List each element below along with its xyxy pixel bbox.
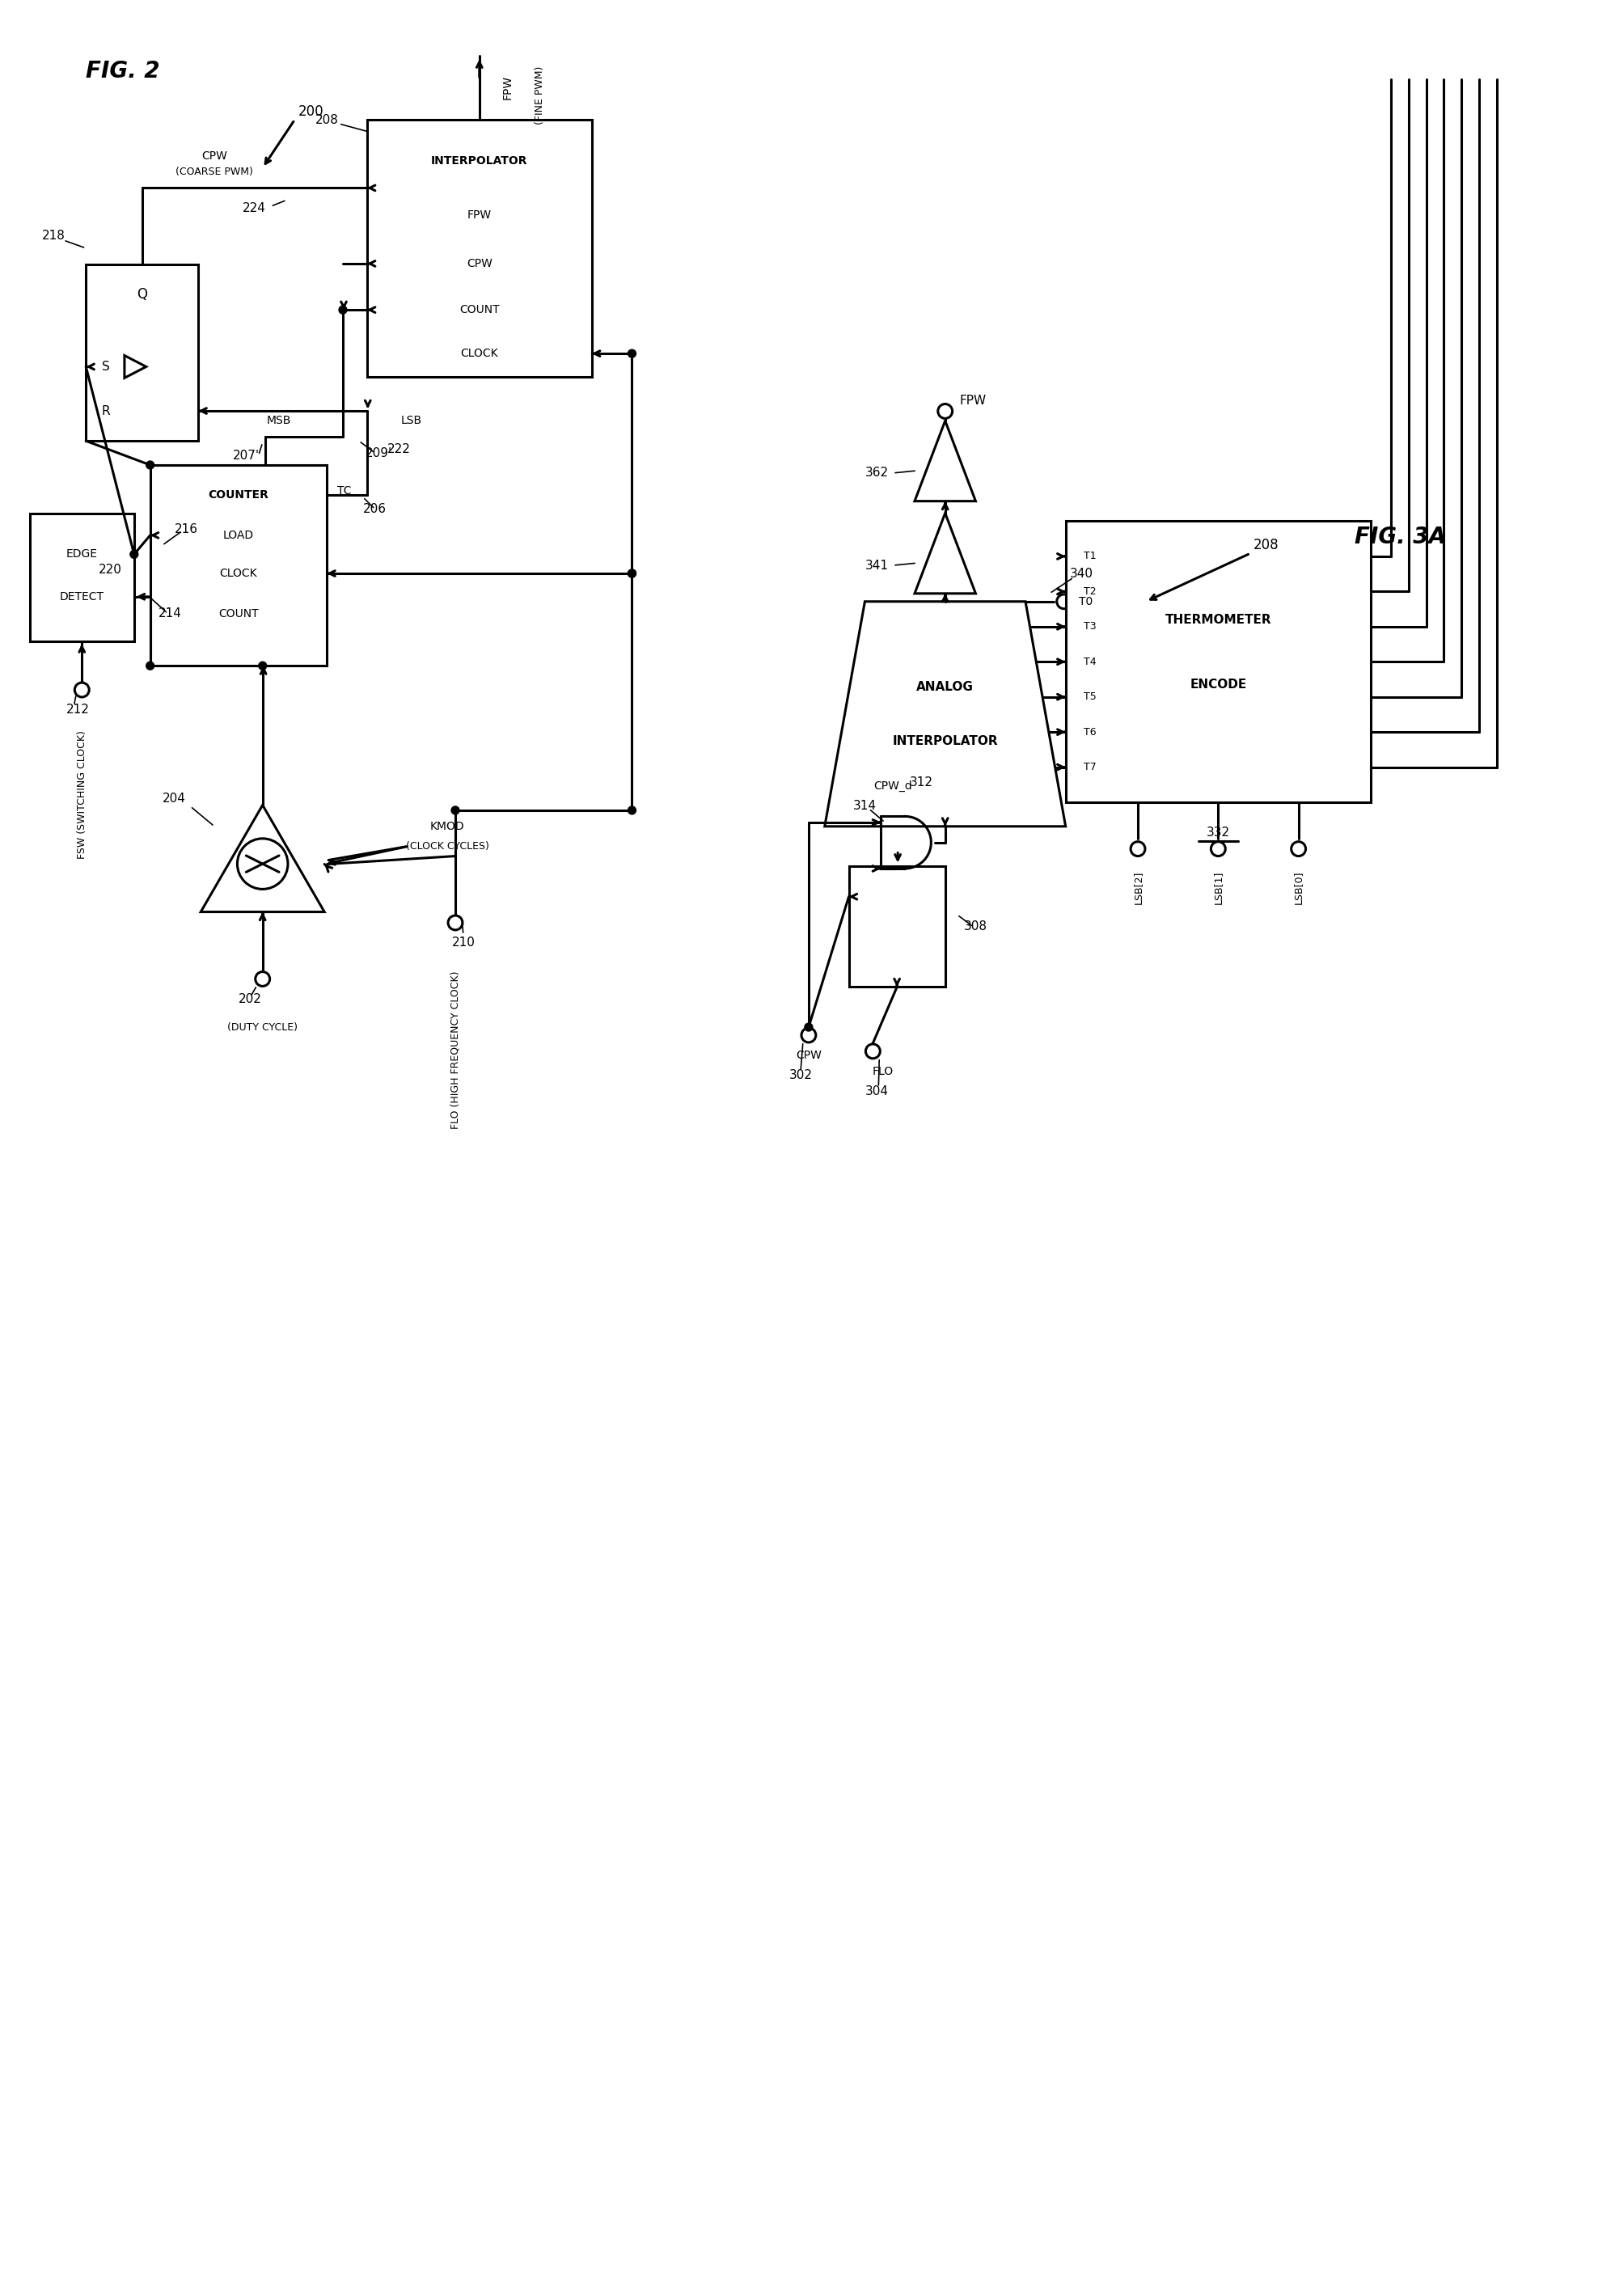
Text: COUNTER: COUNTER: [208, 489, 268, 501]
Text: COUNT: COUNT: [459, 303, 500, 315]
Text: 312: 312: [909, 776, 933, 788]
Text: (CLOCK CYCLES): (CLOCK CYCLES): [406, 840, 489, 852]
Text: ENCODE: ENCODE: [1191, 677, 1246, 691]
Text: CPW: CPW: [201, 149, 227, 161]
Circle shape: [802, 1029, 817, 1042]
Bar: [150, 466, 328, 666]
Circle shape: [628, 569, 636, 576]
Circle shape: [1056, 595, 1071, 608]
Text: 224: 224: [243, 202, 267, 214]
Text: 202: 202: [238, 992, 262, 1006]
Circle shape: [339, 305, 347, 315]
Circle shape: [259, 661, 267, 670]
Circle shape: [75, 682, 89, 698]
Circle shape: [628, 349, 636, 358]
Circle shape: [628, 569, 636, 576]
Text: INTERPOLATOR: INTERPOLATOR: [431, 156, 527, 168]
Circle shape: [1211, 843, 1226, 856]
Text: FPW: FPW: [960, 395, 986, 406]
Text: 207': 207': [233, 450, 260, 461]
Text: 340: 340: [1071, 567, 1093, 579]
Text: COUNT: COUNT: [219, 608, 259, 620]
Text: DETECT: DETECT: [59, 590, 104, 602]
Text: FPW: FPW: [467, 209, 492, 220]
Text: 314: 314: [853, 801, 877, 813]
Circle shape: [866, 1045, 880, 1058]
Text: 362: 362: [865, 466, 888, 480]
Text: FSW (SWITCHING CLOCK): FSW (SWITCHING CLOCK): [77, 730, 88, 859]
Text: 209': 209': [366, 448, 393, 459]
Text: 212: 212: [66, 705, 89, 716]
Text: T6: T6: [1083, 728, 1096, 737]
Text: LSB: LSB: [401, 416, 422, 427]
Text: 208: 208: [315, 113, 339, 126]
Text: FLO: FLO: [873, 1065, 893, 1077]
Text: 341: 341: [865, 560, 888, 572]
Text: EDGE: EDGE: [66, 549, 97, 560]
Text: R: R: [102, 404, 110, 418]
Text: (FINE PWM): (FINE PWM): [534, 67, 545, 124]
Text: 308: 308: [964, 921, 988, 932]
Text: 302: 302: [789, 1070, 812, 1081]
Text: FIG. 3A: FIG. 3A: [1355, 526, 1446, 549]
Bar: [849, 866, 944, 987]
Text: FLO (HIGH FREQUENCY CLOCK): FLO (HIGH FREQUENCY CLOCK): [451, 971, 460, 1130]
Text: 332: 332: [1206, 827, 1230, 838]
Text: KMOD: KMOD: [430, 820, 465, 831]
Text: T4: T4: [1083, 657, 1096, 668]
Text: T1: T1: [1083, 551, 1096, 563]
Circle shape: [256, 971, 270, 987]
Circle shape: [1291, 843, 1306, 856]
Text: CLOCK: CLOCK: [460, 349, 499, 358]
Text: 218: 218: [42, 230, 66, 241]
Circle shape: [805, 1024, 813, 1031]
Text: S: S: [102, 360, 110, 372]
Text: 204: 204: [163, 792, 185, 804]
Text: ANALOG: ANALOG: [917, 682, 973, 693]
Text: LSB[0]: LSB[0]: [1293, 870, 1304, 905]
Circle shape: [145, 461, 153, 468]
Text: LSB[2]: LSB[2]: [1133, 870, 1143, 905]
Bar: [30, 514, 134, 641]
Text: CPW: CPW: [467, 257, 492, 269]
Text: CLOCK: CLOCK: [219, 567, 257, 579]
Bar: [86, 264, 198, 441]
Text: MSB: MSB: [267, 416, 291, 427]
Text: FIG. 2: FIG. 2: [86, 60, 160, 83]
Text: T2: T2: [1083, 585, 1096, 597]
Text: CPW: CPW: [796, 1049, 821, 1061]
Text: T5: T5: [1083, 691, 1096, 703]
Text: 214: 214: [158, 608, 182, 620]
Text: T0: T0: [1079, 597, 1093, 606]
Text: FPW: FPW: [502, 76, 513, 99]
Text: 208: 208: [1253, 537, 1278, 553]
Circle shape: [451, 806, 459, 815]
Text: T7: T7: [1083, 762, 1096, 771]
Text: 200: 200: [297, 103, 323, 119]
Circle shape: [628, 806, 636, 815]
Circle shape: [129, 551, 137, 558]
Text: 222: 222: [387, 443, 411, 455]
Text: LSB[1]: LSB[1]: [1213, 870, 1224, 905]
Circle shape: [145, 661, 153, 670]
Text: LOAD: LOAD: [224, 530, 254, 542]
Text: T3: T3: [1083, 622, 1096, 631]
Circle shape: [1131, 843, 1146, 856]
Text: 216: 216: [174, 523, 198, 535]
Text: TC: TC: [337, 484, 352, 496]
Circle shape: [447, 916, 462, 930]
Text: INTERPOLATOR: INTERPOLATOR: [892, 735, 999, 746]
Text: THERMOMETER: THERMOMETER: [1165, 613, 1272, 625]
Bar: [1066, 521, 1371, 801]
Text: Q: Q: [137, 287, 147, 301]
Text: (COARSE PWM): (COARSE PWM): [176, 168, 252, 177]
Text: 220: 220: [99, 563, 121, 576]
Text: CPW_d: CPW_d: [874, 781, 912, 792]
Text: (DUTY CYCLE): (DUTY CYCLE): [227, 1022, 297, 1033]
Text: 206: 206: [363, 503, 387, 514]
Text: 304: 304: [865, 1086, 888, 1097]
Text: 210: 210: [452, 937, 475, 948]
Circle shape: [938, 404, 952, 418]
Bar: [368, 119, 591, 377]
